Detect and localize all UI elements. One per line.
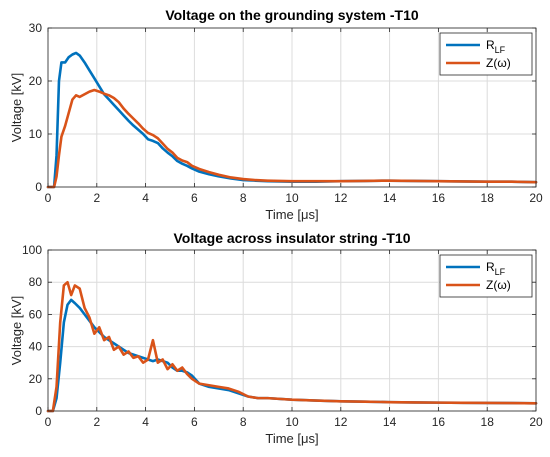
x-tick-label: 18 bbox=[481, 415, 495, 429]
x-tick-label: 6 bbox=[191, 415, 198, 429]
y-tick-label: 60 bbox=[29, 307, 43, 321]
x-tick-label: 12 bbox=[334, 415, 348, 429]
y-tick-label: 20 bbox=[29, 372, 43, 386]
x-axis-label: Time [μs] bbox=[265, 431, 318, 446]
x-tick-label: 6 bbox=[191, 191, 198, 205]
series-line-z-omega bbox=[46, 88, 538, 189]
x-tick-label: 10 bbox=[285, 191, 299, 205]
series-line-z-omega bbox=[46, 280, 538, 413]
legend-label-rlf: RLF bbox=[486, 260, 506, 277]
chart-title: Voltage across insulator string -T10 bbox=[173, 230, 410, 246]
y-tick-label: 30 bbox=[29, 21, 43, 35]
legend-label-z-omega: Z(ω) bbox=[486, 278, 511, 292]
x-tick-label: 8 bbox=[240, 191, 247, 205]
x-tick-label: 2 bbox=[93, 191, 100, 205]
legend-box bbox=[439, 32, 533, 76]
plot-voltage-insulator-string: 0 2 4 6 8 10 12 14 16 18 20 0 20 40 60 80 100 Voltage acr… bbox=[9, 230, 543, 446]
x-tick-label: 0 bbox=[45, 191, 52, 205]
x-tick-label: 12 bbox=[334, 191, 348, 205]
x-tick-label: 20 bbox=[529, 415, 543, 429]
x-tick-label: 8 bbox=[240, 415, 247, 429]
x-tick-label: 20 bbox=[529, 191, 543, 205]
x-tick-label: 14 bbox=[383, 415, 397, 429]
x-tick-label: 0 bbox=[45, 415, 52, 429]
x-axis-label: Time [μs] bbox=[265, 207, 318, 222]
legend-box bbox=[439, 254, 533, 298]
y-tick-label: 40 bbox=[29, 340, 43, 354]
x-tick-label: 4 bbox=[142, 191, 149, 205]
legend-label-z-omega: Z(ω) bbox=[486, 56, 511, 70]
y-tick-label: 80 bbox=[29, 275, 43, 289]
y-axis-label: Voltage [kV] bbox=[9, 73, 24, 142]
x-tick-label: 4 bbox=[142, 415, 149, 429]
x-tick-label: 18 bbox=[481, 191, 495, 205]
y-tick-label: 100 bbox=[22, 243, 42, 257]
y-tick-label: 0 bbox=[35, 180, 42, 194]
x-tick-label: 2 bbox=[93, 415, 100, 429]
legend-label-rlf: RLF bbox=[486, 38, 506, 55]
x-tick-label: 16 bbox=[432, 415, 446, 429]
y-tick-label: 10 bbox=[29, 127, 43, 141]
x-tick-label: 10 bbox=[285, 415, 299, 429]
x-tick-label: 16 bbox=[432, 191, 446, 205]
y-tick-label: 0 bbox=[35, 404, 42, 418]
y-tick-label: 20 bbox=[29, 74, 43, 88]
plot-voltage-grounding-system: 0 2 4 6 8 10 12 14 16 18 20 0 10 20 30 Voltage on the g… bbox=[9, 7, 543, 222]
y-axis-label: Voltage [kV] bbox=[9, 296, 24, 365]
chart-title: Voltage on the grounding system -T10 bbox=[165, 7, 419, 23]
x-tick-label: 14 bbox=[383, 191, 397, 205]
